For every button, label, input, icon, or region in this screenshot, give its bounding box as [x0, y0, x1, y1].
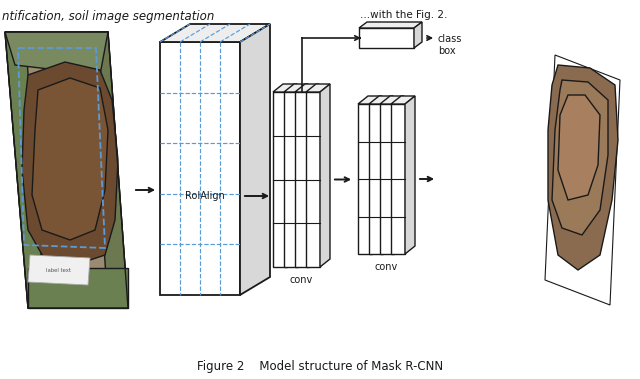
Polygon shape	[295, 92, 309, 267]
Polygon shape	[380, 96, 404, 104]
Polygon shape	[5, 32, 45, 308]
Text: ...with the Fig. 2.: ...with the Fig. 2.	[360, 10, 447, 20]
Polygon shape	[273, 84, 297, 92]
Polygon shape	[295, 84, 319, 92]
Polygon shape	[380, 104, 394, 254]
Polygon shape	[160, 42, 240, 295]
Polygon shape	[545, 55, 620, 305]
Polygon shape	[359, 22, 422, 28]
Polygon shape	[5, 32, 108, 75]
Text: Figure 2    Model structure of Mask R-CNN: Figure 2 Model structure of Mask R-CNN	[197, 360, 443, 373]
Polygon shape	[414, 22, 422, 48]
Polygon shape	[394, 96, 404, 254]
Polygon shape	[552, 80, 608, 235]
Polygon shape	[22, 62, 118, 265]
Polygon shape	[306, 84, 330, 92]
Polygon shape	[160, 24, 270, 42]
Polygon shape	[358, 104, 372, 254]
Polygon shape	[306, 92, 320, 267]
Polygon shape	[558, 95, 600, 200]
Polygon shape	[369, 96, 393, 104]
Polygon shape	[284, 84, 308, 92]
Polygon shape	[309, 84, 319, 267]
Polygon shape	[369, 104, 383, 254]
Polygon shape	[298, 84, 308, 267]
Polygon shape	[32, 78, 108, 240]
Polygon shape	[391, 104, 405, 254]
Polygon shape	[359, 28, 414, 48]
Text: RoIAlign: RoIAlign	[185, 191, 225, 201]
Text: label text: label text	[47, 268, 72, 274]
Text: ntification, soil image segmentation: ntification, soil image segmentation	[2, 10, 214, 23]
Polygon shape	[391, 96, 415, 104]
Polygon shape	[548, 65, 618, 270]
Polygon shape	[320, 84, 330, 267]
Polygon shape	[372, 96, 382, 254]
Polygon shape	[405, 96, 415, 254]
Polygon shape	[5, 32, 128, 308]
Text: class
box: class box	[438, 34, 462, 56]
Polygon shape	[90, 32, 128, 308]
Polygon shape	[358, 96, 382, 104]
Polygon shape	[284, 92, 298, 267]
Polygon shape	[383, 96, 393, 254]
Polygon shape	[287, 84, 297, 267]
Text: conv: conv	[375, 262, 398, 272]
Text: conv: conv	[290, 275, 313, 285]
Polygon shape	[28, 255, 90, 285]
Polygon shape	[273, 92, 287, 267]
Polygon shape	[240, 24, 270, 295]
Polygon shape	[28, 268, 128, 308]
